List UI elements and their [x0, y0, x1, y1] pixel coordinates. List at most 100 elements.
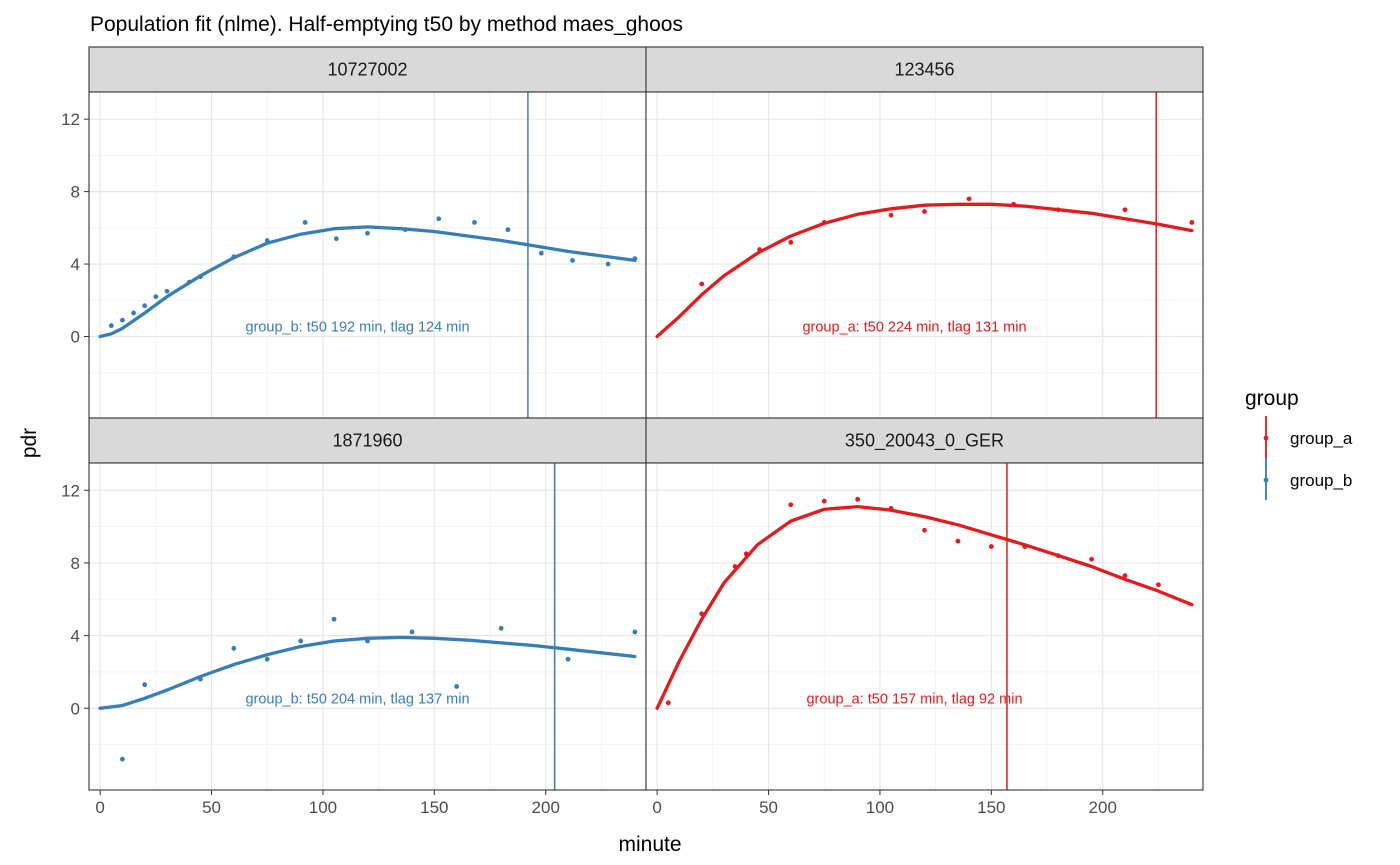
data-point	[632, 256, 638, 262]
annotation-label: group_a: t50 157 min, tlag 92 min	[806, 691, 1022, 707]
facet-panels: 10727002 group_b: t50 192 min, tlag 124 m…	[61, 46, 1204, 817]
data-point	[788, 502, 794, 508]
x-tick-label: 150	[977, 798, 1005, 817]
data-point	[472, 220, 477, 225]
data-point	[821, 498, 827, 504]
panel-background	[646, 463, 1203, 790]
x-axis-title: minute	[618, 833, 681, 856]
chart-title: Population fit (nlme). Half-emptying t50…	[90, 13, 683, 36]
fit-line	[98, 635, 637, 710]
annotation-label: group_b: t50 192 min, tlag 124 min	[245, 320, 469, 336]
data-point	[153, 294, 159, 300]
data-point	[1122, 207, 1128, 213]
legend-label: group_b	[1290, 471, 1352, 490]
y-tick-label: 0	[71, 328, 80, 347]
data-point	[922, 527, 927, 533]
data-point	[1189, 220, 1195, 225]
data-point	[186, 279, 192, 285]
legend-key-point	[1263, 435, 1269, 441]
data-point	[264, 656, 270, 662]
data-point	[665, 700, 671, 706]
data-point	[120, 317, 125, 323]
facet-strip	[88, 417, 647, 464]
data-point	[732, 564, 738, 569]
facet-label: 10727002	[327, 60, 407, 80]
data-point	[966, 196, 972, 202]
legend: group group_a group_b	[1245, 387, 1353, 500]
legend-entry: group_b	[1263, 458, 1352, 500]
data-point	[333, 236, 339, 242]
panel-border	[645, 462, 1204, 791]
facet-strip	[88, 46, 647, 93]
data-point	[699, 281, 705, 287]
legend-label: group_a	[1290, 429, 1353, 448]
data-point	[302, 220, 308, 225]
x-tick-label: 200	[1089, 798, 1117, 817]
annotation-label: group_b: t50 204 min, tlag 137 min	[245, 691, 469, 707]
data-point	[120, 756, 125, 762]
data-point	[331, 616, 337, 622]
data-point	[565, 656, 571, 662]
data-point	[888, 506, 894, 511]
data-point	[632, 629, 638, 635]
y-axis-title: pdr	[18, 428, 41, 458]
data-point	[821, 220, 827, 225]
data-point	[743, 551, 749, 557]
data-point	[788, 239, 794, 245]
panel-3: 1871960 group_b: t50 204 min, tlag 137 mi…	[61, 417, 647, 817]
data-point	[402, 227, 408, 233]
data-point	[409, 629, 415, 635]
data-point	[1122, 573, 1128, 579]
legend-key-point	[1263, 477, 1269, 483]
panel-1: 10727002 group_b: t50 192 min, tlag 124 m…	[61, 46, 647, 419]
data-point	[436, 216, 442, 222]
panel-2: 123456 group_a: t50 224 min, tlag 131 min	[645, 46, 1204, 419]
data-point	[699, 611, 705, 617]
panel-background	[646, 92, 1203, 418]
data-point	[1055, 207, 1061, 213]
data-point	[888, 212, 894, 218]
fit-line	[655, 504, 1194, 710]
data-point	[855, 496, 861, 502]
data-point	[298, 638, 304, 644]
y-tick-label: 8	[71, 183, 80, 202]
x-tick-label: 200	[532, 798, 560, 817]
y-tick-label: 4	[71, 627, 80, 646]
legend-entry: group_a	[1263, 416, 1353, 458]
data-point	[142, 303, 148, 309]
data-point	[1011, 201, 1017, 207]
data-point	[198, 676, 203, 682]
x-tick-label: 0	[652, 798, 661, 817]
facet-label: 350_20043_0_GER	[845, 431, 1004, 452]
facet-label: 123456	[894, 60, 954, 80]
facet-strip	[645, 46, 1204, 93]
data-point	[1022, 544, 1028, 549]
data-point	[264, 238, 270, 243]
data-point	[955, 538, 961, 544]
y-tick-label: 8	[71, 554, 80, 573]
y-tick-label: 0	[71, 699, 80, 718]
facet-strip	[645, 417, 1204, 464]
data-point	[922, 209, 927, 214]
data-point	[231, 645, 237, 651]
data-point	[198, 274, 203, 280]
annotation-label: group_a: t50 224 min, tlag 131 min	[802, 320, 1026, 336]
x-tick-label: 100	[866, 798, 894, 817]
data-point	[1089, 556, 1094, 562]
legend-entries: group_a group_b	[1263, 416, 1353, 500]
x-tick-label: 150	[420, 798, 448, 817]
data-point	[1055, 553, 1061, 559]
data-point	[538, 250, 544, 256]
data-point	[142, 682, 148, 688]
panel-background	[89, 463, 646, 790]
x-tick-label: 50	[202, 798, 221, 817]
fit-line	[655, 202, 1194, 339]
x-tick-label: 0	[95, 798, 104, 817]
y-tick-label: 12	[61, 481, 80, 500]
data-point	[757, 247, 763, 252]
data-point	[164, 288, 170, 294]
data-point	[454, 684, 460, 689]
y-tick-label: 12	[61, 110, 80, 129]
x-tick-label: 100	[309, 798, 337, 817]
